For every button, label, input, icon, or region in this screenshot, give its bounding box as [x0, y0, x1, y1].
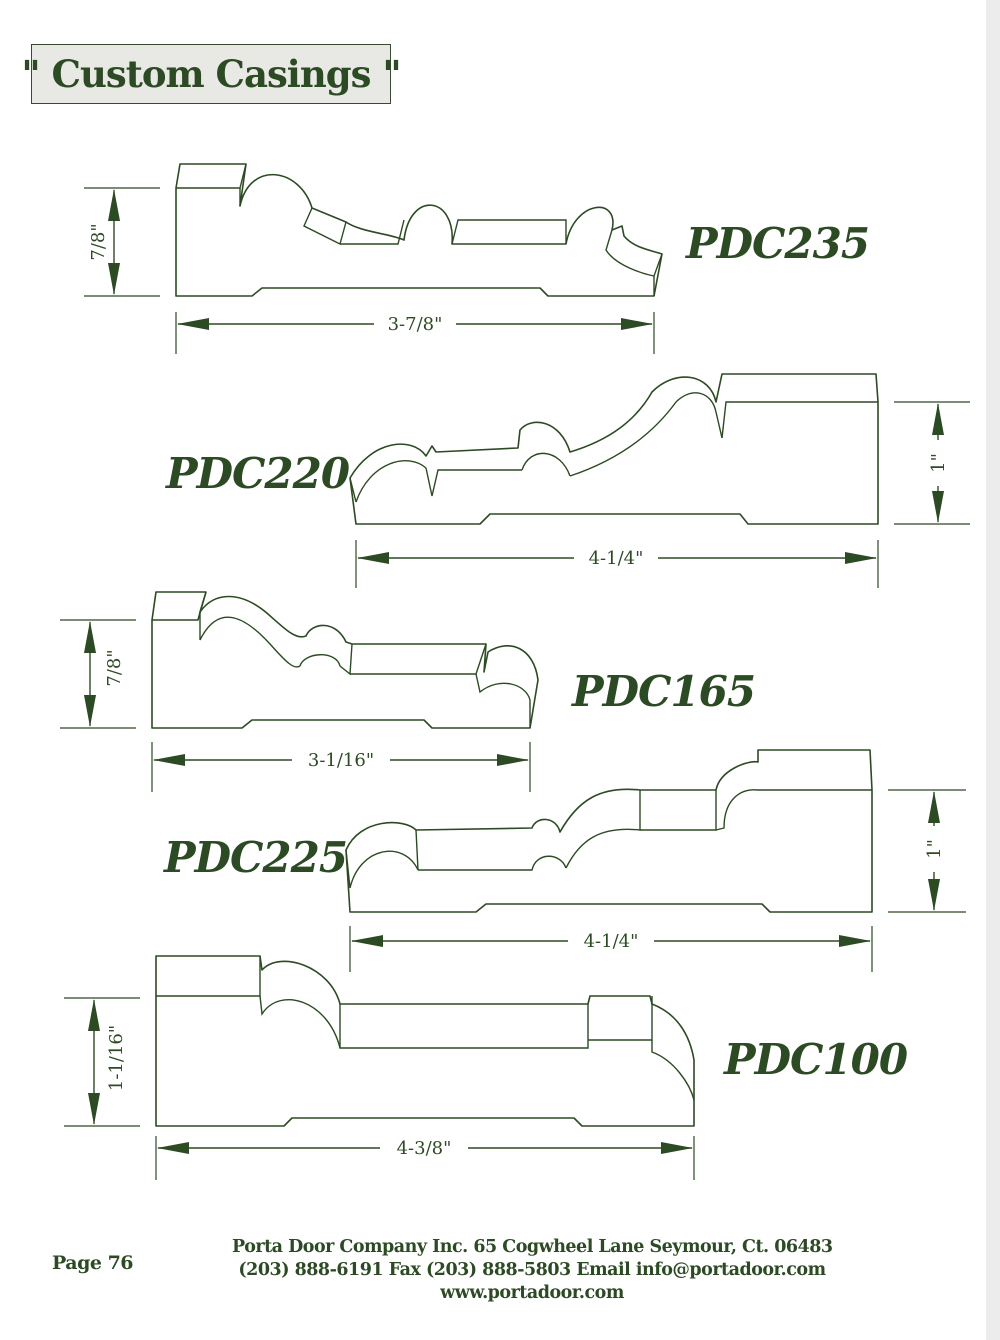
pdc235-height-dim	[84, 187, 160, 297]
pdc220-width-label: 4-1/4"	[589, 548, 644, 569]
page-title: " Custom Casings "	[21, 52, 401, 96]
profile-pdc100	[155, 955, 695, 1127]
pdc165-label: PDC165	[571, 667, 755, 716]
pdc220-label: PDC220	[165, 449, 350, 498]
pdc220-height-dim	[894, 401, 970, 525]
pdc235-width-dim	[175, 312, 655, 354]
pdc100-height-dim	[64, 997, 140, 1127]
pdc225-height-dim	[888, 789, 966, 913]
page-number: Page 76	[52, 1252, 134, 1274]
profile-pdc235	[175, 163, 663, 297]
pdc235-label: PDC235	[685, 219, 869, 268]
footer-website: www.portadoor.com	[440, 1283, 624, 1303]
pdc225-label: PDC225	[163, 833, 347, 882]
profile-pdc220	[349, 373, 879, 525]
company-footer: Porta Door Company Inc. 65 Cogwheel Lane…	[232, 1236, 833, 1305]
pdc100-width-label: 4-3/8"	[397, 1138, 452, 1159]
page-edge-shadow	[986, 0, 1000, 1340]
pdc100-label: PDC100	[723, 1035, 908, 1084]
pdc235-outline	[175, 163, 663, 297]
pdc165-height-label: 7/8"	[104, 649, 125, 686]
pdc235-height-label: 7/8"	[88, 223, 109, 260]
profile-pdc165	[151, 591, 539, 729]
pdc165-height-dim	[60, 619, 136, 729]
footer-contact: (203) 888-6191 Fax (203) 888-5803 Email …	[238, 1260, 826, 1280]
pdc100-height-label: 1-1/16"	[106, 1025, 127, 1091]
profile-pdc225	[345, 749, 873, 913]
pdc235-width-label: 3-7/8"	[388, 314, 443, 335]
footer-address: Porta Door Company Inc. 65 Cogwheel Lane…	[232, 1237, 833, 1257]
pdc100-outline	[155, 955, 695, 1127]
pdc225-width-dim	[349, 926, 873, 972]
pdc165-width-dim	[151, 742, 531, 792]
page-title-box: " Custom Casings "	[21, 44, 402, 104]
pdc225-width-label: 4-1/4"	[584, 931, 639, 952]
pdc165-width-label: 3-1/16"	[308, 750, 374, 771]
pdc220-width-dim	[355, 540, 879, 588]
pdc100-width-dim	[155, 1136, 695, 1180]
pdc165-outline	[151, 591, 539, 729]
pdc220-outline	[349, 373, 879, 525]
pdc225-height-label: 1"	[924, 839, 945, 859]
pdc220-height-label: 1"	[928, 453, 949, 473]
